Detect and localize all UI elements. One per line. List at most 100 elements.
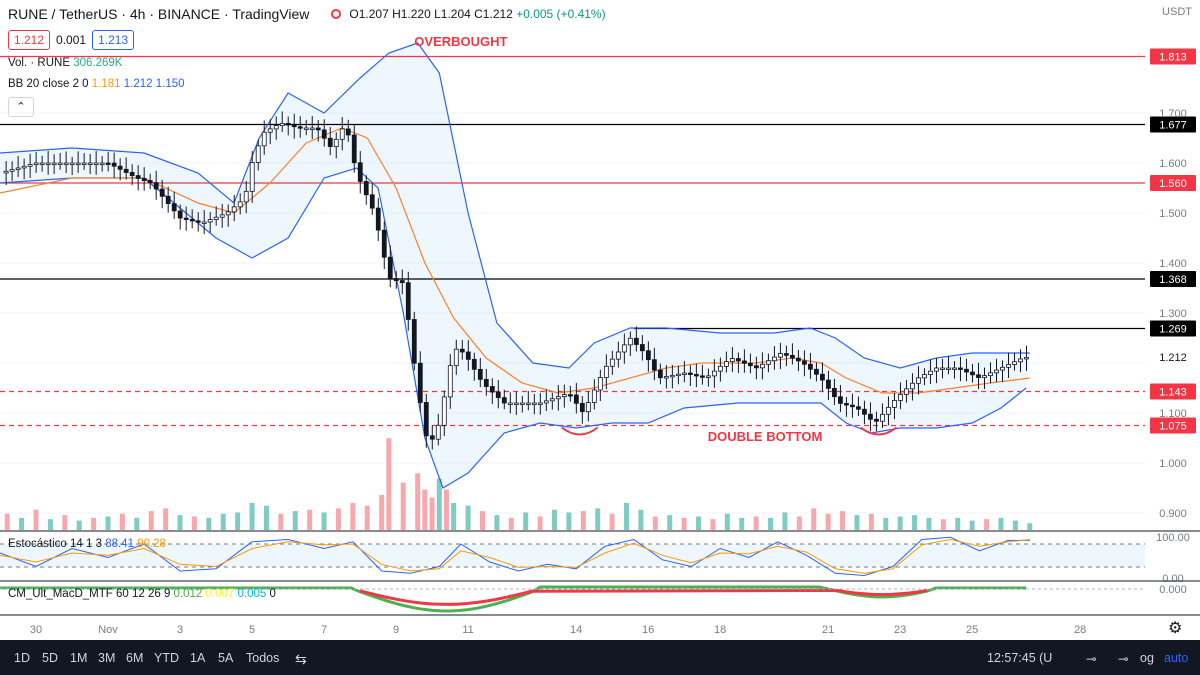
macd-line	[0, 585, 1027, 613]
candle	[880, 413, 885, 422]
timeframe-6m[interactable]: 6M	[126, 651, 144, 665]
candle	[441, 396, 447, 426]
candle	[772, 356, 777, 362]
level-tag-1.368	[1150, 271, 1196, 287]
candle	[417, 362, 423, 403]
candle	[928, 370, 933, 375]
volume-bar	[249, 503, 255, 530]
gear-icon[interactable]: ⚙	[1168, 620, 1183, 637]
symbol-title[interactable]: RUNE / TetherUS · 4h · BINANCE · Trading…	[8, 6, 310, 22]
bb-upper-line	[0, 42, 1030, 369]
candle	[465, 351, 471, 360]
bb-lower-value: 1.150	[155, 78, 185, 90]
candle	[45, 162, 51, 165]
candle	[970, 371, 975, 376]
candle	[675, 373, 681, 377]
volume-bar	[912, 515, 918, 530]
volume-bar	[134, 517, 140, 530]
candle	[327, 137, 333, 147]
level-tag-text: 1.075	[1159, 421, 1187, 433]
bb-legend[interactable]: BB 20 close 2 0 1.181 1.212 1.150	[8, 78, 185, 90]
macd-value-4: 0	[269, 588, 276, 600]
volume-bar	[263, 505, 269, 530]
candle	[231, 206, 237, 213]
volume-bar	[33, 509, 39, 530]
candle	[117, 165, 123, 170]
candle	[1006, 364, 1011, 368]
clock[interactable]: 12:57:45 (U	[987, 651, 1053, 665]
spread-value: 0.001	[56, 33, 87, 47]
candle	[886, 406, 891, 415]
stoch-tick-label: 0.00	[1162, 573, 1183, 585]
timeframe-1d[interactable]: 1D	[14, 651, 30, 665]
volume-bar	[400, 482, 406, 530]
percent-toggle-icon[interactable]: ⊸	[1086, 652, 1097, 666]
volume-bar	[335, 508, 341, 530]
candle	[87, 162, 93, 165]
change-text: +0.005 (+0.41%)	[516, 7, 606, 21]
collapse-legend-button[interactable]: ⌃	[8, 97, 34, 117]
grid	[0, 112, 1145, 514]
volume-bar	[1012, 520, 1018, 530]
candle	[862, 408, 867, 415]
timeframe-5d[interactable]: 5D	[42, 651, 58, 665]
candle	[345, 128, 351, 136]
timeframe-5a[interactable]: 5A	[218, 651, 234, 665]
volume-bar	[62, 515, 68, 530]
stochastic-legend[interactable]: Estocástico 14 1 3 88.41 90.28	[8, 538, 166, 550]
auto-scale-toggle[interactable]: auto	[1164, 651, 1189, 665]
y-tick-label: 1.600	[1159, 158, 1187, 170]
candle	[63, 162, 69, 165]
bottom-arc	[561, 426, 599, 436]
x-tick-label: 16	[642, 624, 654, 636]
flag-icon[interactable]	[331, 9, 342, 19]
ask-price[interactable]: 1.213	[92, 30, 135, 50]
volume-bar	[782, 512, 788, 530]
timeframe-todos[interactable]: Todos	[246, 651, 280, 665]
candle	[9, 169, 15, 172]
calendar-range-icon[interactable]: ⇆	[295, 651, 307, 667]
time-axis[interactable]: 30 Nov 3 5 7 9 11 14 16 18 21 23 25 28	[30, 624, 1086, 636]
log-toggle-icon[interactable]: ⊸	[1118, 652, 1129, 666]
candle	[429, 435, 435, 440]
macd-legend[interactable]: CM_Ult_MacD_MTF 60 12 26 9 0.012 0.007 0…	[8, 588, 276, 600]
candle	[477, 368, 483, 380]
macd-pane: 0.000	[0, 580, 1200, 616]
candle	[699, 375, 705, 378]
timeframe-3m[interactable]: 3M	[98, 651, 116, 665]
log-label[interactable]: og	[1140, 651, 1154, 665]
volume-bar	[76, 520, 82, 530]
timeframe-1a[interactable]: 1A	[190, 651, 206, 665]
candle	[525, 402, 531, 405]
volume-bar	[443, 489, 449, 530]
volume-bar	[148, 511, 154, 530]
volume-bar	[710, 519, 716, 530]
candle	[453, 348, 459, 367]
candle	[976, 374, 981, 378]
y-tick-label: 1.100	[1159, 408, 1187, 420]
volume-bar	[739, 517, 745, 530]
timeframe-ytd[interactable]: YTD	[154, 651, 179, 665]
volume-bar	[595, 508, 601, 530]
candle	[567, 394, 573, 397]
candle	[940, 367, 945, 370]
volume-bar	[350, 503, 356, 530]
ohlc-text: O1.207 H1.220 L1.204 C1.212	[349, 7, 513, 21]
candle	[958, 367, 963, 370]
stoch-k-line	[0, 536, 1030, 577]
volume-bar	[429, 497, 435, 530]
bid-price[interactable]: 1.212	[8, 30, 51, 50]
price-axis[interactable]: 1.813 1.677 1.560 1.368 1.269 1.143 1.075 1.212…	[1150, 48, 1196, 521]
candle	[537, 402, 543, 405]
candle	[165, 195, 171, 205]
candle	[627, 337, 633, 346]
candle	[561, 394, 567, 398]
volume-bar	[364, 505, 370, 530]
volume-legend[interactable]: Vol. · RUNE 306.269K	[8, 57, 122, 69]
candle	[946, 367, 951, 370]
timeframe-1m[interactable]: 1M	[70, 651, 88, 665]
candle	[687, 372, 693, 375]
candle	[729, 358, 735, 362]
currency-label[interactable]: USDT	[1162, 6, 1192, 18]
